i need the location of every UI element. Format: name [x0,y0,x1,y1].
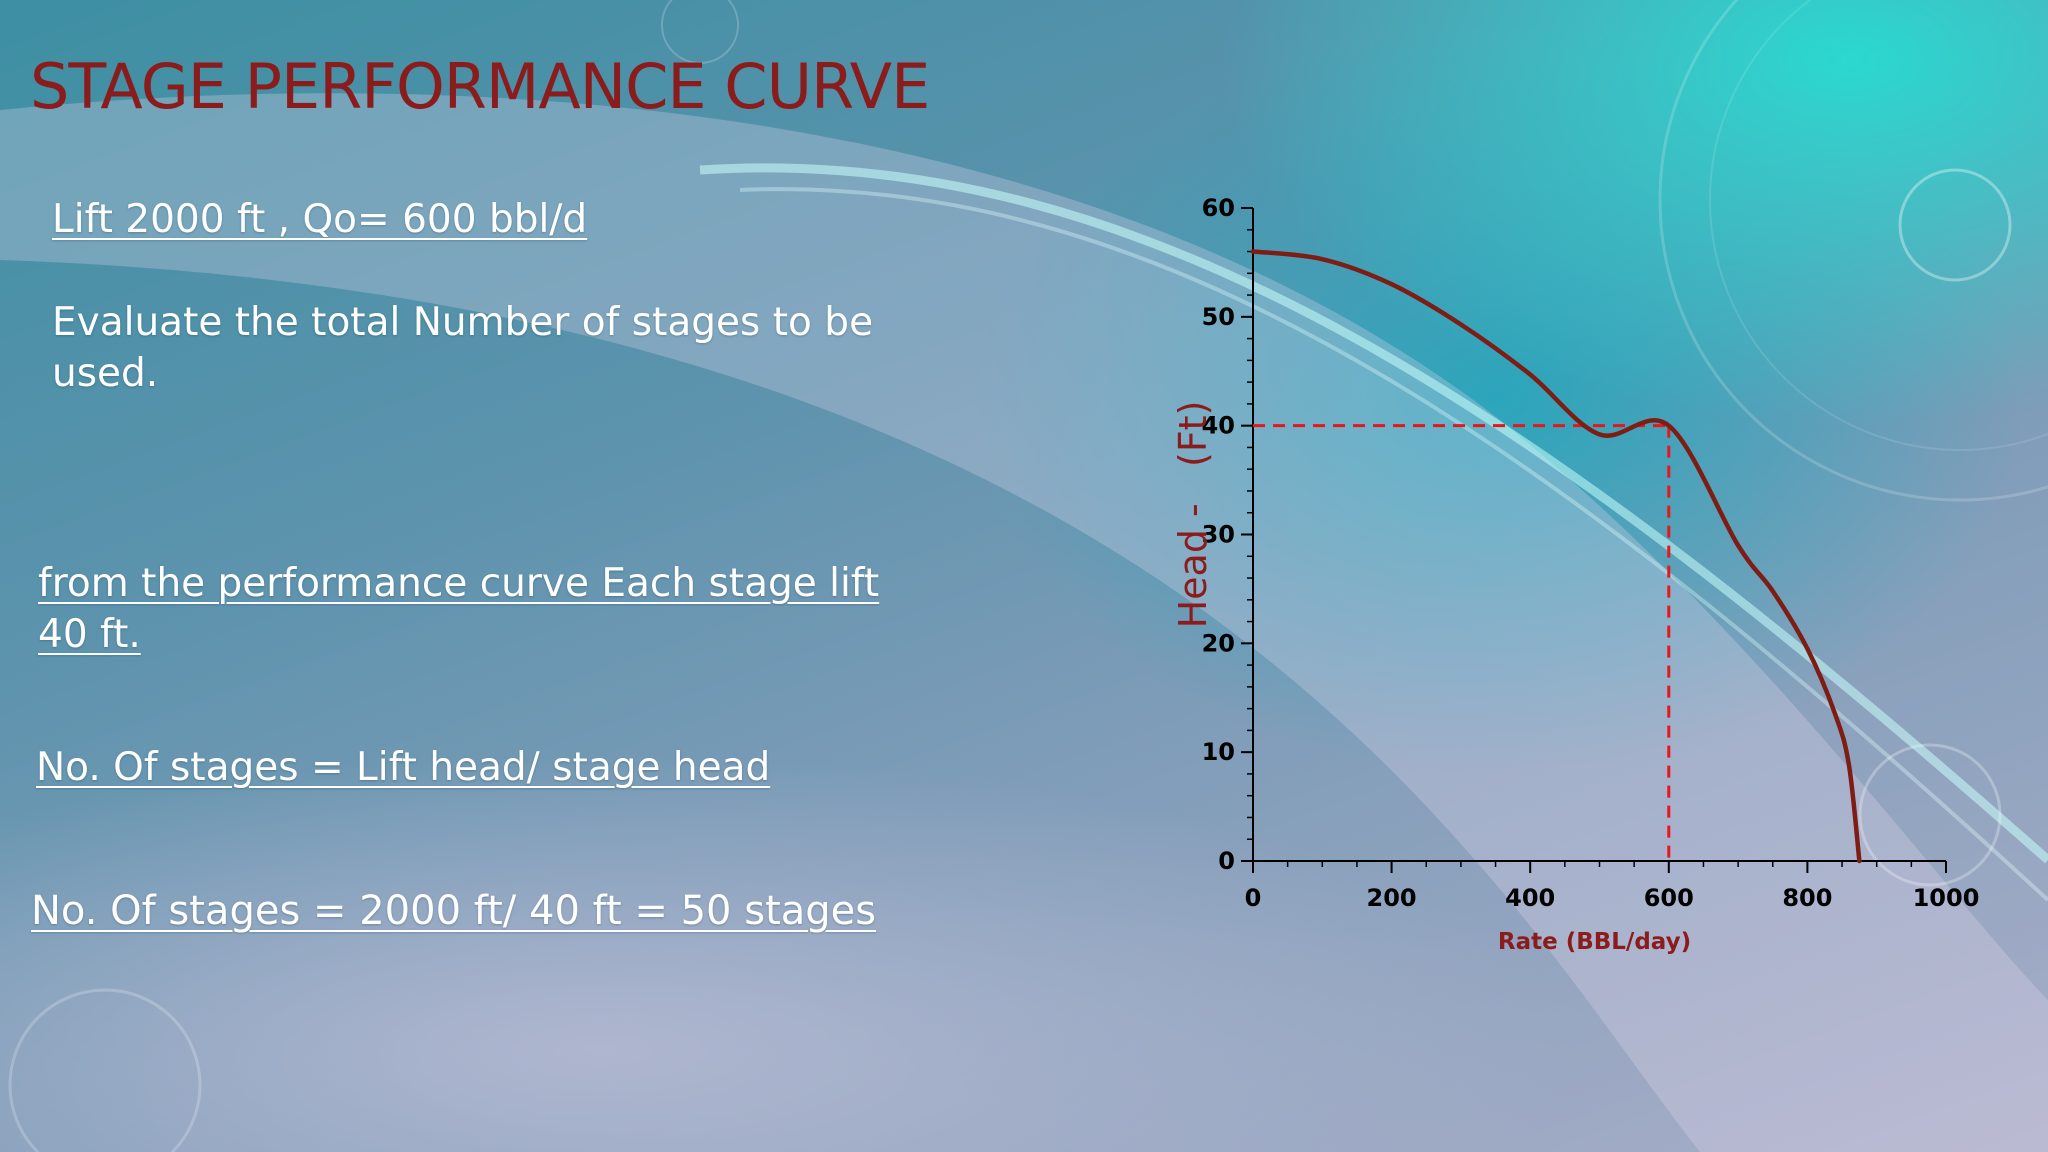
background-ring [8,988,202,1152]
y-tick-label: 30 [1202,521,1235,549]
x-tick-label: 400 [1505,884,1555,912]
performance-curve-line [1250,249,1862,864]
background-ring [661,0,739,64]
y-tick-label: 60 [1202,194,1235,222]
stage-formula: No. Of stages = Lift head/ stage head [36,745,771,790]
y-tick-label: 20 [1202,629,1235,657]
x-tick-label: 800 [1782,884,1832,912]
background-swoosh-highlight-2 [739,187,2048,902]
slide-title: STAGE PERFORMANCE CURVE [30,50,930,123]
stage-result: No. Of stages = 2000 ft/ 40 ft = 50 stag… [31,888,877,934]
background-ring [1858,743,2002,887]
background-swoosh-light [0,93,2048,1152]
background-ring [1658,0,2048,502]
curve-finding: from the performance curve Each stage li… [38,561,880,657]
task-statement: Evaluate the total Number of stages to b… [52,300,874,396]
x-axis-title: Rate (BBL/day) [1498,929,1691,955]
y-tick-label: 40 [1202,412,1235,440]
given-conditions: Lift 2000 ft , Qo= 600 bbl/d [52,197,588,242]
x-tick-label: 200 [1367,884,1417,912]
background-swoosh-highlight [699,163,2048,864]
background-ring [1898,168,2012,282]
x-tick-label: 1000 [1913,884,1980,912]
y-tick-label: 0 [1218,847,1235,875]
background-ring [1709,0,2048,451]
y-axis-title: Head - (Ft) [1171,401,1215,629]
y-tick-label: 50 [1202,303,1235,331]
x-tick-label: 0 [1245,884,1262,912]
y-tick-label: 10 [1202,738,1235,766]
x-tick-label: 600 [1644,884,1694,912]
